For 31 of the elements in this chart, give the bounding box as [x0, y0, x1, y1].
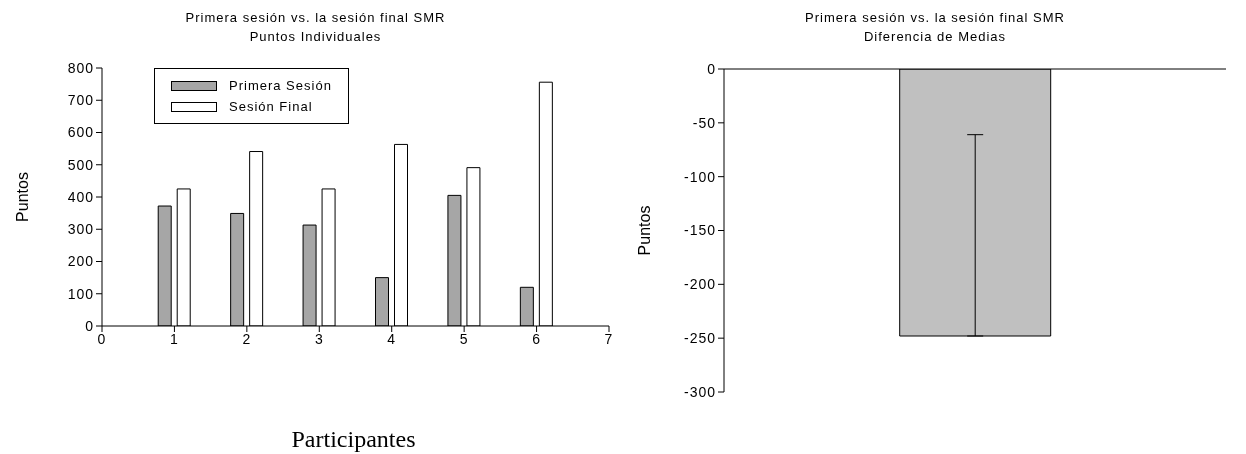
- y-tick-label: 700: [67, 92, 94, 109]
- y-tick-label: -200: [683, 276, 716, 293]
- x-tick-label: 5: [459, 330, 469, 347]
- x-tick-label: 3: [314, 330, 324, 347]
- y-tick-label: 300: [67, 221, 94, 238]
- x-tick-label: 4: [387, 330, 397, 347]
- legend-label: Sesión Final: [229, 99, 313, 114]
- y-tick-label: -100: [683, 168, 716, 185]
- y-tick-label: -250: [683, 330, 716, 347]
- y-tick-label: 100: [67, 285, 94, 302]
- y-tick-label: -300: [683, 383, 716, 400]
- x-tick-label: 1: [170, 330, 179, 347]
- x-tick-label: 7: [604, 330, 614, 347]
- y-tick-label: 0: [707, 60, 716, 77]
- chart-title: Primera sesión vs. la sesión final SMR Puntos Individuales: [184, 9, 447, 46]
- x-axis-title: Participantes: [290, 426, 417, 453]
- y-tick-label: 500: [67, 156, 94, 173]
- x-tick-label: 0: [97, 330, 107, 347]
- y-axis-title: Puntos: [635, 205, 653, 256]
- y-tick-label: 800: [67, 59, 94, 76]
- y-tick-label: -150: [683, 222, 716, 239]
- x-tick-label: 2: [242, 330, 252, 347]
- y-tick-label: 0: [85, 317, 94, 334]
- legend-label: Primera Sesión: [229, 78, 332, 93]
- x-tick-label: 6: [532, 330, 541, 347]
- y-tick-label: 400: [67, 188, 94, 205]
- y-tick-label: 600: [67, 124, 94, 141]
- y-tick-label: -50: [692, 114, 716, 131]
- chart-title: Primera sesión vs. la sesión final SMR Diferencia de Medias: [804, 9, 1066, 46]
- y-axis-title: Puntos: [13, 172, 31, 222]
- y-tick-label: 200: [67, 253, 94, 270]
